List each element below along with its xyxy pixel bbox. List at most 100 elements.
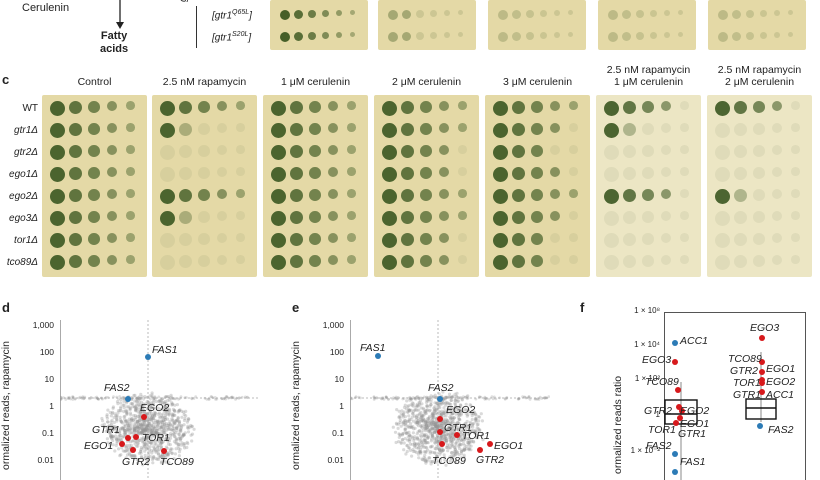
colony-spot [540, 32, 547, 39]
colony-spot [107, 145, 118, 156]
background-point [152, 426, 156, 430]
background-point [115, 441, 119, 445]
colony-spot [271, 255, 286, 270]
background-point [433, 409, 437, 413]
background-point [224, 395, 228, 399]
colony-spot [69, 123, 83, 137]
background-point [399, 412, 403, 416]
background-point [503, 397, 507, 400]
background-point [451, 424, 455, 428]
background-point [418, 448, 423, 452]
background-point [447, 402, 451, 406]
background-point [105, 429, 109, 433]
background-point [89, 396, 93, 400]
background-point [125, 410, 129, 414]
background-point [135, 422, 139, 426]
background-point [523, 395, 526, 399]
background-point [141, 429, 145, 433]
panel-f-boxplot [664, 335, 777, 480]
background-point [424, 396, 428, 400]
colony-spot [271, 101, 286, 116]
background-point [447, 446, 451, 450]
background-point [139, 423, 143, 427]
background-point [156, 433, 160, 437]
background-point [387, 397, 390, 401]
background-point [166, 442, 171, 446]
colony-spot [217, 101, 228, 112]
background-point [462, 423, 466, 427]
background-point [117, 430, 121, 434]
background-point [413, 449, 417, 454]
background-point [122, 428, 126, 432]
background-point [422, 445, 426, 449]
colony-spot [554, 10, 560, 16]
background-point [163, 395, 167, 399]
background-point [415, 404, 419, 408]
background-point [170, 428, 174, 432]
background-point [476, 433, 480, 437]
background-point [174, 419, 178, 423]
ego1-label: EGO1 [680, 418, 710, 430]
background-point [391, 425, 395, 429]
background-point [107, 425, 112, 429]
background-point [121, 426, 125, 430]
background-point [408, 425, 412, 429]
background-point [129, 431, 133, 435]
background-point [161, 419, 165, 423]
background-point [132, 414, 136, 418]
background-point [178, 435, 182, 439]
background-point [453, 446, 457, 450]
colony-spot [642, 101, 654, 113]
background-point [66, 397, 70, 400]
condition-header: 2.5 nM rapamycin [162, 76, 247, 88]
background-point [163, 402, 167, 406]
cerulenin-label: Cerulenin [22, 2, 70, 14]
background-point [406, 424, 410, 428]
background-point [425, 405, 429, 409]
background-point [463, 443, 467, 447]
background-point [168, 398, 172, 402]
background-point [450, 415, 455, 420]
background-point [408, 448, 413, 452]
background-point [469, 404, 473, 408]
colony-spot [160, 255, 175, 270]
background-point [186, 426, 190, 430]
background-point [116, 437, 120, 441]
background-point [68, 395, 71, 399]
y-tick-label: 1 [339, 401, 344, 411]
background-point [190, 425, 194, 429]
background-point [143, 419, 147, 423]
background-point [435, 444, 439, 449]
gtr2-point [130, 447, 136, 453]
background-point [401, 421, 405, 425]
background-point [408, 439, 412, 444]
background-point [154, 399, 158, 404]
background-point [442, 411, 446, 416]
background-point [466, 394, 470, 398]
background-point [405, 419, 410, 423]
background-point [167, 412, 171, 416]
colony-spot [88, 233, 100, 245]
colony-spot [126, 145, 135, 154]
background-point [123, 424, 127, 428]
background-point [139, 455, 144, 459]
background-point [145, 428, 149, 432]
background-point [419, 438, 423, 442]
background-point [466, 438, 470, 442]
background-point [159, 413, 163, 417]
background-point [173, 427, 177, 431]
colony-spot [160, 211, 175, 226]
background-point [140, 429, 144, 433]
background-point [157, 448, 161, 452]
background-point [425, 446, 429, 450]
background-point [426, 419, 430, 424]
background-point [431, 415, 435, 419]
background-point [419, 450, 423, 454]
background-point [225, 395, 229, 399]
background-point [150, 419, 154, 423]
background-point [172, 457, 176, 461]
background-point [410, 442, 414, 446]
background-point [410, 415, 414, 419]
ego1-label: EGO1 [84, 440, 114, 452]
background-point [434, 447, 438, 451]
